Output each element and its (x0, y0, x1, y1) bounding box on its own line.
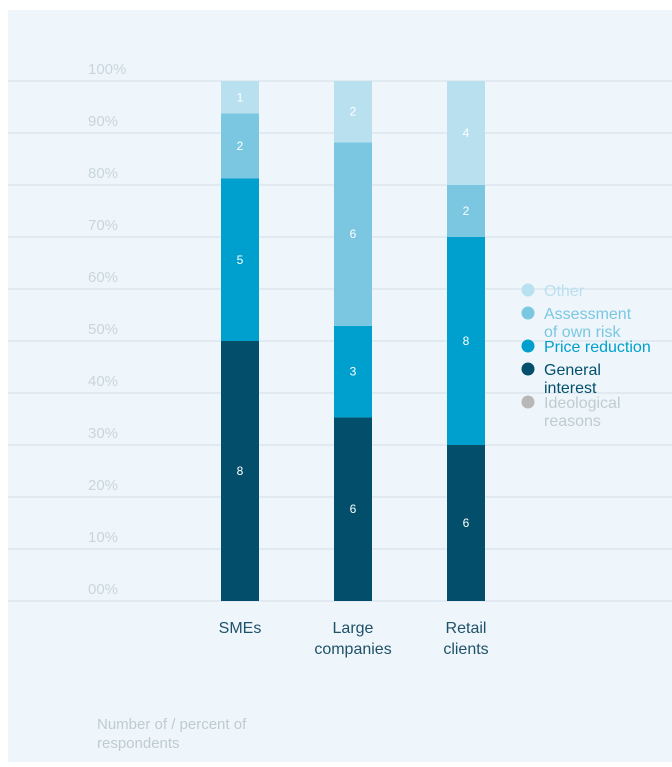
bar-segment (334, 81, 372, 143)
bar-segment (221, 341, 259, 601)
segment-value-label: 1 (237, 90, 244, 104)
legend-label: Ideological reasons (544, 395, 621, 430)
bar-segment (221, 81, 259, 114)
category-label: Large companies (314, 620, 391, 658)
bar-segment (221, 113, 259, 179)
bar-segment (447, 237, 485, 445)
segment-value-label: 2 (463, 204, 470, 218)
category-label: Retail clients (443, 620, 488, 658)
category-label: SMEs (219, 620, 262, 637)
segment-value-label: 8 (463, 334, 470, 348)
legend-swatch (521, 339, 535, 353)
segment-value-label: 8 (237, 464, 244, 478)
segment-value-label: 2 (350, 105, 357, 119)
respondents-note: Number of / percent of respondents (97, 716, 247, 752)
bar-segment (447, 81, 485, 185)
y-tick-label: 30% (88, 425, 118, 442)
chart-panel: 00% 10% 20% 30% 40% 50% 60% 70% 80% 90% 100% 8 5 2 1 6… (8, 10, 672, 762)
legend-swatch (521, 395, 535, 409)
y-tick-label: 90% (88, 113, 118, 130)
segment-value-label: 5 (237, 253, 244, 267)
y-tick-label: 00% (88, 581, 118, 598)
y-tick-label: 80% (88, 165, 118, 182)
legend-label: General interest (544, 362, 601, 397)
category-labels: SMEs Large companies Retail clients (219, 620, 489, 658)
segment-value-label: 2 (237, 139, 244, 153)
legend-label: Price reduction (544, 339, 651, 356)
y-tick-label: 100% (88, 61, 126, 78)
y-tick-label: 70% (88, 217, 118, 234)
bar-segment (334, 142, 372, 326)
bar-segment (221, 178, 259, 341)
legend-label: Assessment of own risk (544, 306, 632, 341)
segment-value-label: 6 (350, 227, 357, 241)
y-tick-label: 10% (88, 529, 118, 546)
y-tick-label: 50% (88, 321, 118, 338)
legend-label: Other (544, 283, 585, 300)
stacked-bar-chart: 00% 10% 20% 30% 40% 50% 60% 70% 80% 90% 100% 8 5 2 1 6… (8, 61, 672, 658)
segment-value-label: 6 (350, 502, 357, 516)
legend-swatch (521, 362, 535, 376)
bar-segment (447, 445, 485, 601)
y-tick-label: 60% (88, 269, 118, 286)
bar-segment (447, 185, 485, 237)
legend-swatch (521, 283, 535, 297)
bar-segment (334, 325, 372, 418)
segment-value-label: 3 (350, 365, 357, 379)
y-tick-label: 40% (88, 373, 118, 390)
segment-value-label: 6 (463, 516, 470, 530)
legend-swatch (521, 306, 535, 320)
segment-value-label: 4 (463, 126, 470, 140)
y-tick-label: 20% (88, 477, 118, 494)
y-axis-ticks: 00% 10% 20% 30% 40% 50% 60% 70% 80% 90% 100% (88, 61, 126, 598)
bars: 8 5 2 1 6 3 6 2 6 8 2 4 (221, 81, 485, 601)
bar-segment (334, 417, 372, 601)
